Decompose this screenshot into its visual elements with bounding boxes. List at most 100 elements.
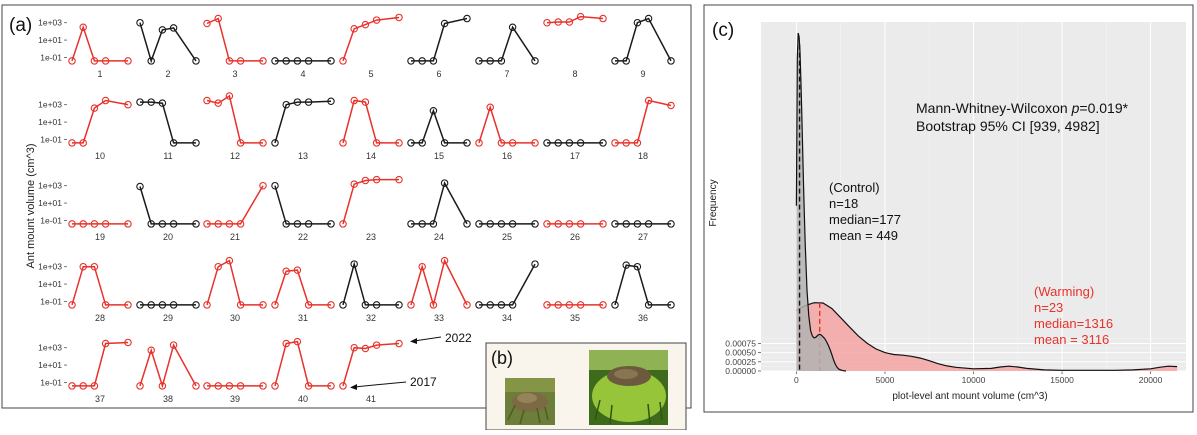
plot-30-point (236, 301, 245, 309)
plot-38-point (147, 346, 155, 355)
plot-12-point (214, 99, 222, 107)
plot-40-point (293, 337, 302, 346)
plot-8-point (599, 14, 607, 23)
plot-37-point (124, 338, 132, 347)
plot-41-line (342, 342, 400, 387)
plot-7-point (475, 57, 483, 65)
plot-40-point (282, 339, 290, 348)
plot-8-point (576, 12, 585, 21)
label-2022: 2022 (445, 331, 472, 345)
plot-23-point (361, 176, 370, 185)
plot-18: 18 (611, 96, 675, 161)
plot-label: 23 (366, 232, 376, 242)
plot-8-point (554, 18, 562, 26)
plot-31: 31 (271, 266, 335, 323)
plot-35-point (576, 301, 585, 309)
plot-9-point (644, 14, 653, 23)
stats-p-symbol: p (1071, 100, 1080, 116)
plot-20-point (192, 220, 200, 228)
panel-a-label: (a) (9, 15, 32, 36)
plot-24: 24 (407, 179, 471, 242)
plot-4-point (293, 57, 302, 65)
plot-13-point (293, 98, 302, 106)
plot-22-line (274, 185, 331, 225)
plot-16-point (497, 139, 506, 147)
y-tick-label: 1e+03 (38, 181, 62, 191)
plot-38-point (169, 341, 178, 349)
plot-7: 7 (475, 23, 539, 79)
plot-40-point (304, 382, 313, 390)
plot-3-point (259, 57, 267, 65)
plot-40-point (327, 382, 335, 390)
warming-stats: (Warming) n=23 median=1316 mean = 3116 (1034, 284, 1113, 347)
plot-label: 29 (163, 313, 173, 323)
plot-38-point (136, 382, 144, 390)
plot-2-point (192, 57, 200, 65)
plot-label: 25 (502, 232, 512, 242)
plot-19-point (124, 220, 132, 228)
plot-5-point (395, 13, 403, 22)
plot-5-line (342, 16, 400, 62)
plot-3-point (214, 14, 222, 23)
label-2017: 2017 (410, 375, 437, 389)
plot-26-point (554, 220, 562, 228)
plot-40-point (271, 382, 279, 390)
plot-33-point (418, 262, 426, 271)
panel-c-x-title: plot-level ant mount volume (cm^3) (892, 391, 1047, 402)
x-tick-label: 0 (794, 375, 799, 385)
plot-label: 5 (368, 69, 373, 79)
plot-12-line (206, 94, 263, 144)
plot-27-point (644, 220, 653, 228)
plot-39-point (225, 382, 234, 390)
plot-5: 5 (339, 13, 403, 79)
plot-38-point (192, 382, 200, 390)
y-tick-label: 0.00025 (725, 357, 756, 367)
plot-20-point (158, 220, 167, 228)
plot-40-line (274, 340, 331, 387)
plot-4-point (271, 57, 279, 65)
plot-31-line (274, 269, 331, 306)
plot-36-point (622, 261, 630, 269)
warming-stat-2: median=1316 (1034, 316, 1113, 331)
plot-41-point (361, 344, 370, 353)
plot-30-point (203, 301, 211, 309)
plot-label: 33 (434, 313, 444, 323)
plot-1-line (71, 24, 128, 62)
plot-10-point (79, 139, 87, 147)
plot-33-line (410, 258, 468, 308)
y-tick-label: 1e+03 (38, 343, 62, 353)
y-tick-label: 1e+03 (38, 18, 62, 28)
y-tick-label: 1e+01 (38, 35, 62, 45)
plot-22-point (327, 220, 335, 228)
plot-30-point (225, 256, 234, 265)
plot-11-point (169, 139, 178, 147)
plot-5-point (361, 20, 370, 29)
plot-23-line (342, 178, 399, 225)
plot-7-point (508, 23, 517, 31)
plot-17-point (565, 139, 574, 147)
x-tick-label: 10000 (962, 375, 986, 385)
plot-31-point (304, 301, 313, 309)
plot-17-point (599, 139, 607, 147)
plot-24-point (407, 220, 415, 228)
arrow-2022-head (410, 338, 417, 344)
plot-36-line (614, 264, 671, 306)
plot-16-point (475, 139, 483, 147)
plot-14-point (339, 139, 347, 147)
plot-6-point (418, 57, 426, 65)
plot-22: 22 (271, 181, 335, 242)
control-density-line (795, 32, 847, 372)
plot-28-point (124, 301, 132, 309)
y-tick-label: 0.00075 (725, 338, 756, 348)
plot-10-point (101, 96, 110, 105)
plot-8: 8 (543, 12, 607, 79)
stats-prefix: Mann-Whitney-Wilcoxon (916, 100, 1072, 116)
arrow-2017-head (350, 384, 357, 390)
plot-17: 17 (543, 139, 607, 161)
plot-20: 20 (136, 182, 200, 242)
plot-29-point (136, 301, 144, 309)
photo-large-mound (589, 350, 668, 425)
plot-label: 19 (95, 232, 105, 242)
plot-2-point (158, 26, 167, 34)
